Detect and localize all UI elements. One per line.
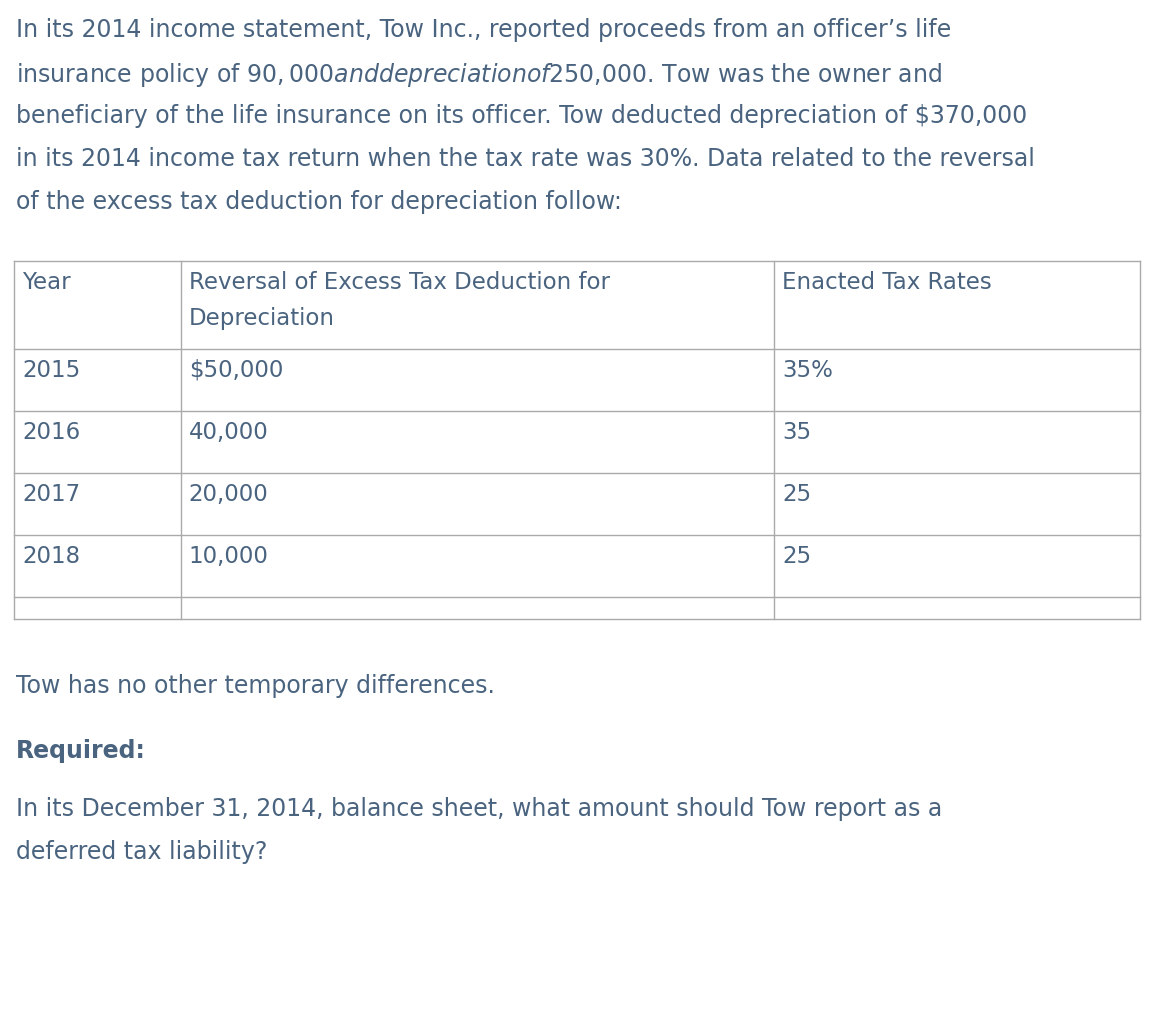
Text: Year: Year	[22, 271, 70, 294]
Text: $50,000: $50,000	[188, 359, 283, 382]
Text: Depreciation: Depreciation	[188, 307, 335, 330]
Text: 2017: 2017	[22, 483, 81, 506]
Text: 35: 35	[782, 421, 811, 444]
Text: 40,000: 40,000	[188, 421, 269, 444]
Text: In its 2014 income statement, Tow Inc., reported proceeds from an officer’s life: In its 2014 income statement, Tow Inc., …	[16, 18, 951, 42]
Text: 20,000: 20,000	[188, 483, 269, 506]
Text: Enacted Tax Rates: Enacted Tax Rates	[782, 271, 991, 294]
Text: 2018: 2018	[22, 545, 80, 568]
Text: 2016: 2016	[22, 421, 81, 444]
Text: 10,000: 10,000	[188, 545, 269, 568]
Text: beneficiary of the life insurance on its officer. Tow deducted depreciation of $: beneficiary of the life insurance on its…	[16, 104, 1027, 128]
Text: insurance policy of $90,000 and depreciation of $250,000. Tow was the owner and: insurance policy of $90,000 and deprecia…	[16, 61, 942, 89]
Text: Required:: Required:	[16, 738, 145, 763]
Text: in its 2014 income tax return when the tax rate was 30%. Data related to the rev: in its 2014 income tax return when the t…	[16, 147, 1035, 171]
Text: 35%: 35%	[782, 359, 833, 382]
Text: Reversal of Excess Tax Deduction for: Reversal of Excess Tax Deduction for	[188, 271, 609, 294]
Text: In its December 31, 2014, balance sheet, what amount should Tow report as a: In its December 31, 2014, balance sheet,…	[16, 797, 943, 821]
Text: 2015: 2015	[22, 359, 81, 382]
Text: 25: 25	[782, 483, 811, 506]
Text: deferred tax liability?: deferred tax liability?	[16, 839, 268, 864]
Text: 25: 25	[782, 545, 811, 568]
Text: of the excess tax deduction for depreciation follow:: of the excess tax deduction for deprecia…	[16, 190, 622, 214]
Text: Tow has no other temporary differences.: Tow has no other temporary differences.	[16, 674, 495, 698]
